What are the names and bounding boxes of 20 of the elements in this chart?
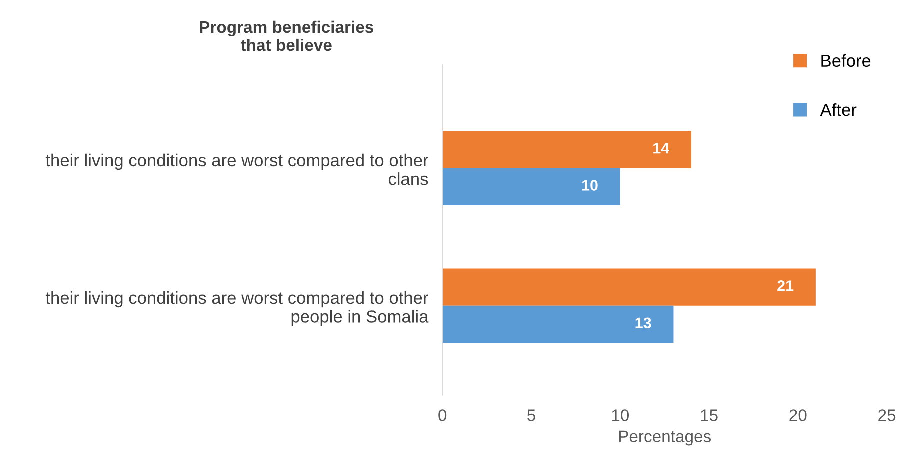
bar (442, 131, 692, 168)
bar (442, 268, 816, 306)
bar (442, 306, 674, 343)
x-tick-label: 15 (701, 410, 718, 422)
data-label: 10 (582, 180, 598, 191)
x-tick-label: 10 (612, 410, 630, 422)
x-axis-title: Percentages (619, 430, 712, 446)
y-tick-label: their living conditions are worst compared to other clans (46, 154, 428, 186)
data-label: 13 (636, 318, 652, 329)
x-tick-label: 20 (790, 410, 807, 422)
x-tick-label: 5 (528, 410, 536, 422)
legend-label: Before (822, 54, 871, 68)
legend-label: After (820, 104, 857, 116)
x-tick-label: 25 (878, 410, 896, 422)
y-tick-label: their living conditions are worst compared to other people in Somalia (46, 291, 429, 326)
data-label: 21 (778, 280, 794, 292)
bar (442, 168, 620, 206)
text: Program beneficiaries that believe (200, 20, 374, 52)
x-tick-label: 0 (438, 410, 447, 422)
data-label: 14 (654, 143, 670, 154)
